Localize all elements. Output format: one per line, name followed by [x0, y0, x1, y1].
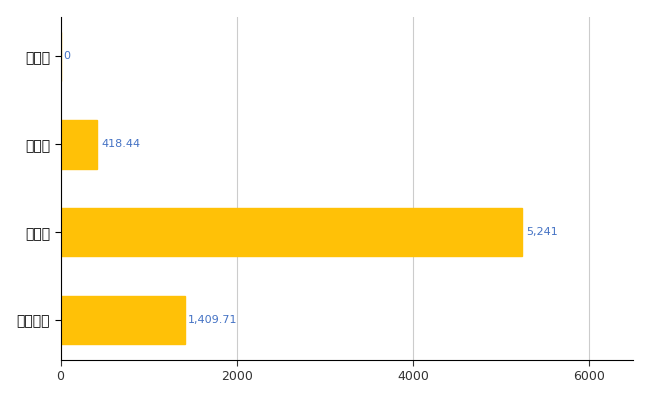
Text: 0: 0 — [63, 52, 70, 62]
Bar — [60, 120, 98, 168]
Text: 418.44: 418.44 — [101, 139, 140, 149]
Text: 1,409.71: 1,409.71 — [188, 315, 238, 325]
Bar — [60, 208, 523, 256]
Bar — [60, 296, 185, 344]
Text: 5,241: 5,241 — [526, 227, 558, 237]
